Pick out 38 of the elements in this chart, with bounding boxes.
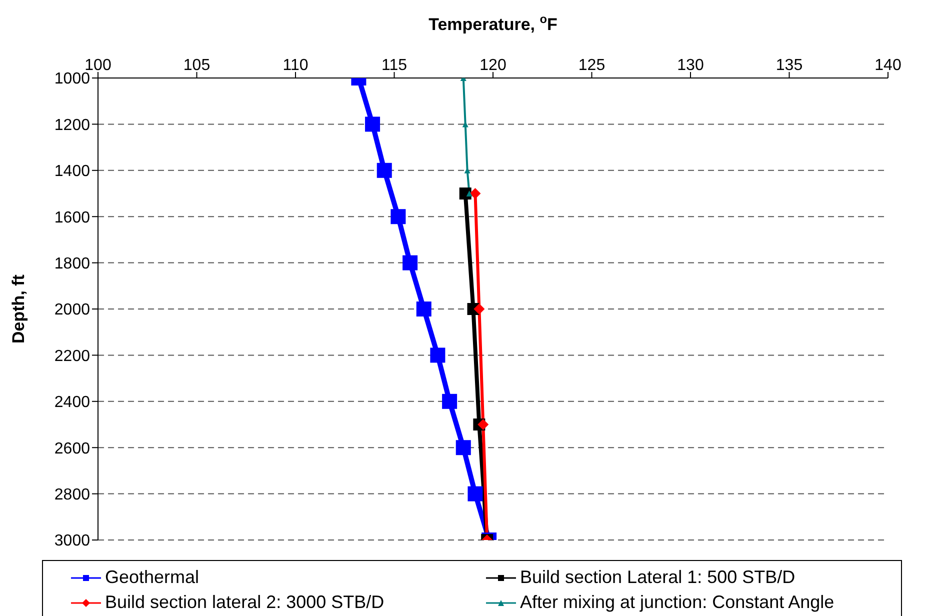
y-tick-label: 2800 <box>54 486 90 504</box>
legend-label: Build section lateral 2: 3000 STB/D <box>105 592 384 613</box>
y-tick-label: 1600 <box>54 209 90 226</box>
y-axis-title: Depth, ft <box>9 274 28 344</box>
point <box>470 188 481 199</box>
point <box>430 348 446 363</box>
point <box>474 304 485 314</box>
x-axis-title: Temperature, $^{o}$F <box>428 12 558 34</box>
point <box>416 302 432 316</box>
point <box>478 419 489 430</box>
y-tick-label: 2400 <box>54 394 90 412</box>
x-tick-label: 120 <box>480 57 506 74</box>
point <box>390 209 406 224</box>
y-tick-label: 2000 <box>54 302 90 319</box>
x-tick-label: 110 <box>282 57 308 74</box>
point <box>376 162 392 178</box>
y-tick-label: 2600 <box>54 440 90 458</box>
point <box>468 486 483 502</box>
x-tick-label: 130 <box>677 57 704 74</box>
point <box>365 116 380 132</box>
point <box>456 440 471 456</box>
y-tick-label: 1800 <box>54 255 90 272</box>
x-tick-label: 105 <box>183 57 210 74</box>
point <box>466 190 472 196</box>
legend-label: Geothermal <box>105 567 200 588</box>
y-tick-label: 1400 <box>54 163 90 180</box>
legend-label: After mixing at junction: Constant Angle <box>520 592 834 613</box>
y-tick-label: 3000 <box>54 532 90 550</box>
x-tick-label: 115 <box>381 57 408 74</box>
x-tick-label: 140 <box>874 57 902 74</box>
legend-label: Build section Lateral 1: 500 STB/D <box>520 567 796 588</box>
y-tick-label: 1200 <box>54 116 90 134</box>
x-tick-label: 125 <box>578 57 606 74</box>
x-tick-label: 135 <box>776 57 803 74</box>
point <box>442 394 458 409</box>
y-tick-label: 2200 <box>54 348 90 365</box>
y-tick-label: 1000 <box>54 70 90 88</box>
point <box>402 255 418 270</box>
